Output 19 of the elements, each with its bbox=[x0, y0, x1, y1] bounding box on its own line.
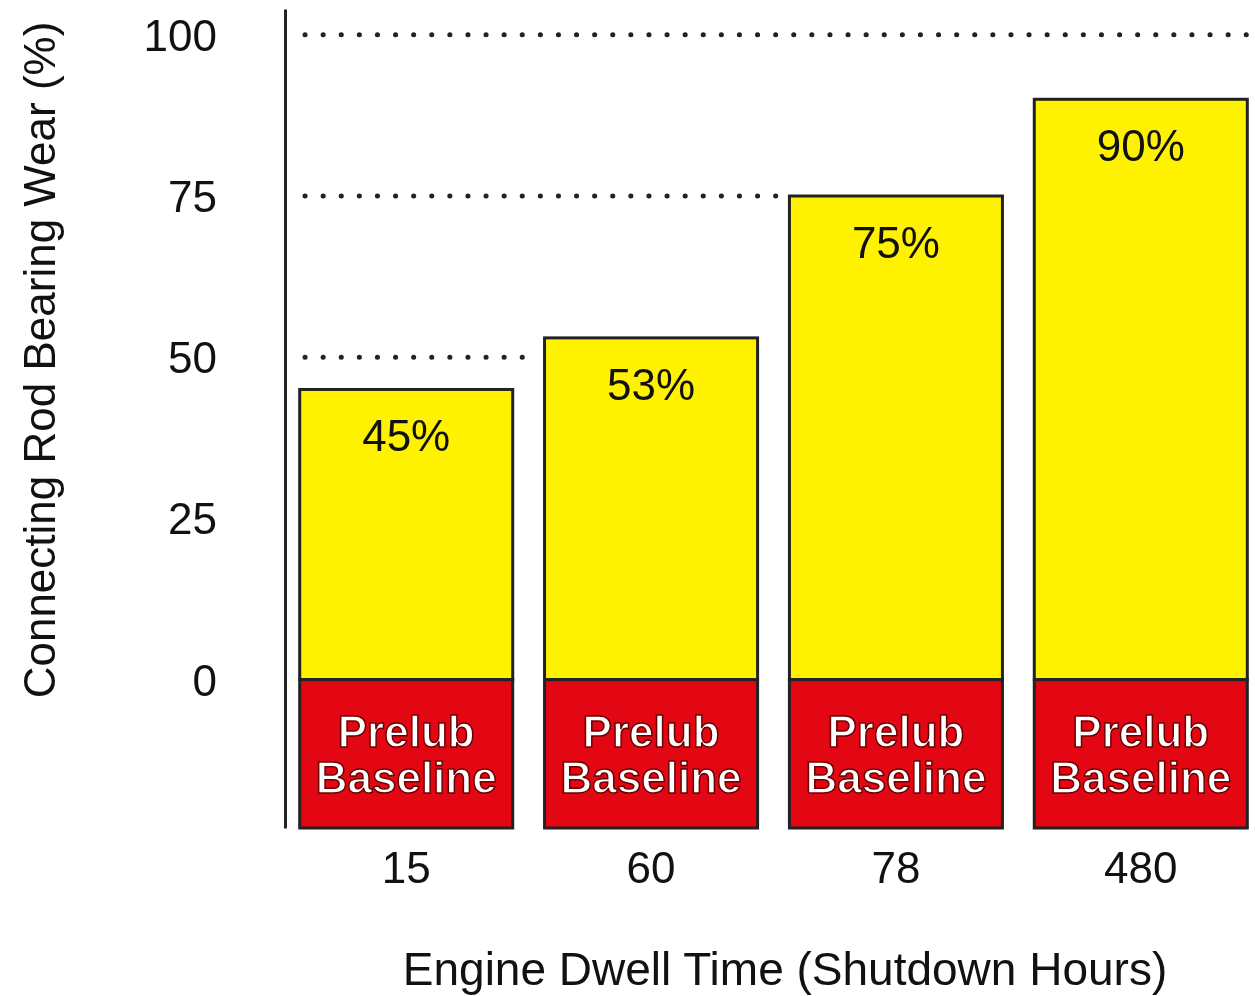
x-tick-label: 15 bbox=[381, 843, 431, 893]
text: Prelub Baseline bbox=[560, 706, 742, 802]
series-label: Prelub Baseline bbox=[315, 706, 497, 802]
x-axis-title: Engine Dwell Time (Shutdown Hours) bbox=[402, 943, 1168, 995]
y-tick-label: 100 bbox=[143, 10, 217, 60]
x-tick-label: 480 bbox=[1104, 843, 1178, 893]
x-tick-label: 78 bbox=[871, 843, 921, 893]
data-label: 75% bbox=[851, 218, 940, 268]
text: Prelub Baseline bbox=[805, 706, 987, 802]
data-label: 45% bbox=[362, 411, 451, 461]
text: Prelub Baseline bbox=[1050, 706, 1232, 802]
y-tick-label: 75 bbox=[168, 171, 217, 221]
data-label: 90% bbox=[1096, 121, 1185, 171]
y-tick-label: 0 bbox=[192, 655, 217, 705]
y-tick-label: 25 bbox=[168, 494, 217, 544]
data-label: 53% bbox=[607, 359, 696, 409]
x-tick-label: 60 bbox=[626, 843, 676, 893]
y-axis-title: Connecting Rod Bearing Wear (%) bbox=[15, 21, 64, 699]
y-tick-label: 50 bbox=[168, 333, 217, 383]
